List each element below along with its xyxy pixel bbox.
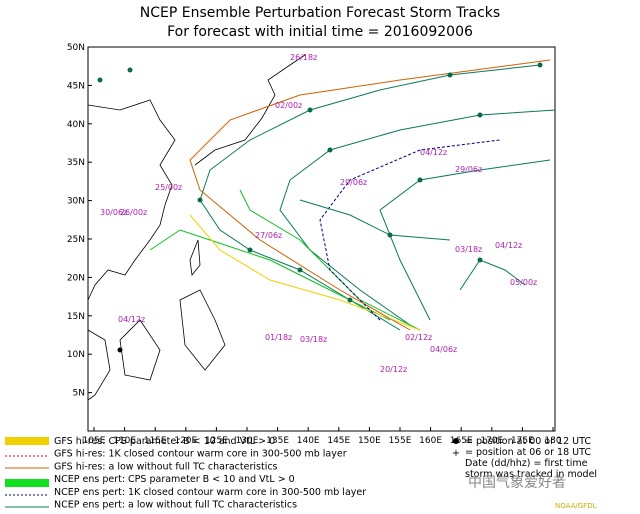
legend-label: GFS hi-res: CPS parameter B < 10 and VtL… xyxy=(54,436,275,447)
title: NCEP Ensemble Perturbation Forecast Stor… xyxy=(140,5,500,21)
date-label: 04/12z xyxy=(118,315,145,324)
date-label: 04/06z xyxy=(430,345,457,354)
lon-label: 165E xyxy=(450,436,473,446)
lon-label: 110E xyxy=(113,436,136,446)
lon-label: 135E xyxy=(266,436,289,446)
date-label: 20/12z xyxy=(380,365,407,374)
watermark: 中国气象爱好者 xyxy=(468,475,566,491)
lon-label: 150E xyxy=(358,436,381,446)
lat-label: 20N xyxy=(67,273,85,283)
date-label: 30/06z xyxy=(100,208,127,217)
lat-label: 40N xyxy=(67,120,85,130)
legend-note: storm was tracked in model xyxy=(465,469,597,480)
legend: + xyxy=(5,437,460,508)
lon-label: 145E xyxy=(327,436,350,446)
lon-label: 125E xyxy=(205,436,228,446)
date-label: 26/18z xyxy=(290,53,317,62)
lat-label: 25N xyxy=(67,235,85,245)
lat-label: 15N xyxy=(67,312,85,322)
legend-label: NCEP ens pert: 1K closed contour warm co… xyxy=(54,487,366,498)
legend-label: GFS hi-res: a low without full TC charac… xyxy=(54,461,278,472)
date-label: 05/00z xyxy=(510,278,537,287)
lon-label: 105E xyxy=(83,436,106,446)
legend-label: NCEP ens pert: a low without full TC cha… xyxy=(54,500,297,511)
date-label: 04/12z xyxy=(495,241,522,250)
lon-label: 155E xyxy=(389,436,412,446)
coastlines xyxy=(87,54,306,401)
date-label: 26/00z xyxy=(120,208,147,217)
date-label: 27/06z xyxy=(255,231,282,240)
date-label: 29/06z xyxy=(455,165,482,174)
lat-label: 10N xyxy=(67,350,85,360)
legend-label: GFS hi-res: 1K closed contour warm core … xyxy=(54,449,347,460)
credit: NOAA/GFDL xyxy=(555,502,597,510)
lat-label: 50N xyxy=(67,43,85,53)
tracks xyxy=(149,59,556,331)
track-points xyxy=(97,62,543,353)
lat-label: 30N xyxy=(67,197,85,207)
lon-label: 130E xyxy=(236,436,259,446)
date-label: 03/18z xyxy=(300,335,327,344)
date-label: 25/00z xyxy=(155,183,182,192)
lon-label: 175E xyxy=(511,436,534,446)
lon-label: 180 xyxy=(544,436,561,446)
svg-text:+: + xyxy=(452,448,460,459)
subtitle: For forecast with initial time = 2016092… xyxy=(167,24,473,40)
lon-label: 115E xyxy=(144,436,167,446)
date-label: 03/18z xyxy=(455,245,482,254)
legend-label: NCEP ens pert: CPS parameter B < 10 and … xyxy=(54,474,295,485)
date-label: 01/18z xyxy=(265,333,292,342)
lon-label: 170E xyxy=(480,436,503,446)
date-label: 02/00z xyxy=(275,101,302,110)
lon-label: 120E xyxy=(174,436,197,446)
lon-label: 160E xyxy=(419,436,442,446)
legend-note: = position at 06 or 18 UTC xyxy=(465,447,591,458)
legend-note: Date (dd/hhz) = first time xyxy=(465,458,588,469)
date-label: 02/12z xyxy=(405,333,432,342)
lat-label: 5N xyxy=(73,389,85,399)
lon-label: 140E xyxy=(297,436,320,446)
date-label: 29/06z xyxy=(340,178,367,187)
lat-label: 35N xyxy=(67,158,85,168)
lat-label: 45N xyxy=(67,81,85,91)
legend-note: = position at 00 or 12 UTC xyxy=(465,436,591,447)
map-frame xyxy=(87,46,556,432)
date-label: 04/12z xyxy=(420,148,447,157)
